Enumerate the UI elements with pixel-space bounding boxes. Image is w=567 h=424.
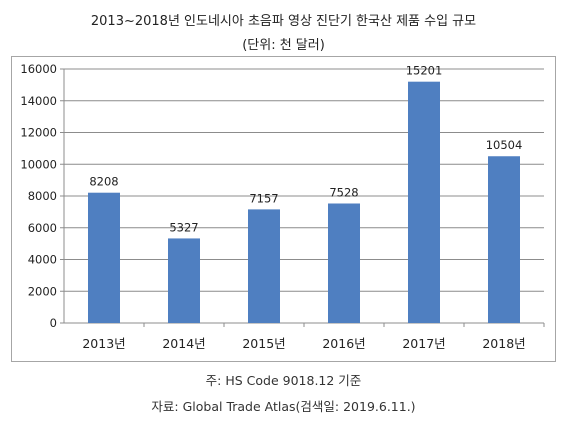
chart-note: 주: HS Code 9018.12 기준 bbox=[205, 373, 362, 388]
chart-title: 2013~2018년 인도네시아 초음파 영상 진단기 한국산 제품 수입 규모 bbox=[90, 14, 477, 29]
x-tick-label: 2013년 bbox=[82, 336, 125, 351]
chart-source: 자료: Global Trade Atlas(검색일: 2019.6.11.) bbox=[151, 399, 416, 414]
bar bbox=[328, 203, 360, 323]
y-tick-label: 16000 bbox=[20, 62, 57, 76]
x-tick-label: 2017년 bbox=[402, 336, 445, 351]
y-tick-label: 8000 bbox=[28, 189, 57, 203]
y-tick-label: 2000 bbox=[28, 284, 57, 298]
bar bbox=[168, 238, 200, 323]
chart-frame: 0 2000 4000 6000 8000 10000 12000 14000 16000 820… bbox=[11, 56, 556, 362]
y-tick-label: 12000 bbox=[20, 126, 57, 140]
y-tick-label: 0 bbox=[50, 316, 57, 330]
x-tick-label: 2015년 bbox=[242, 336, 285, 351]
data-label: 15201 bbox=[406, 64, 443, 78]
bar-chart: 0 2000 4000 6000 8000 10000 12000 14000 16000 820… bbox=[20, 62, 545, 351]
bar bbox=[88, 192, 120, 323]
x-tick-label: 2016년 bbox=[322, 336, 365, 351]
y-tick-label: 10000 bbox=[20, 157, 57, 171]
x-tick-label: 2014년 bbox=[162, 336, 205, 351]
y-tick-label: 14000 bbox=[20, 94, 57, 108]
bar bbox=[488, 156, 520, 323]
bar bbox=[248, 209, 280, 323]
chart-unit: (단위: 천 달러) bbox=[242, 38, 325, 53]
y-tick-label: 6000 bbox=[28, 221, 57, 235]
bar bbox=[408, 81, 440, 323]
data-label: 10504 bbox=[486, 138, 523, 152]
y-tick-label: 4000 bbox=[28, 253, 57, 267]
data-label: 7157 bbox=[249, 191, 278, 205]
x-tick-label: 2018년 bbox=[482, 336, 525, 351]
data-label: 5327 bbox=[169, 220, 198, 234]
data-label: 8208 bbox=[89, 175, 118, 189]
data-label: 7528 bbox=[329, 185, 358, 199]
